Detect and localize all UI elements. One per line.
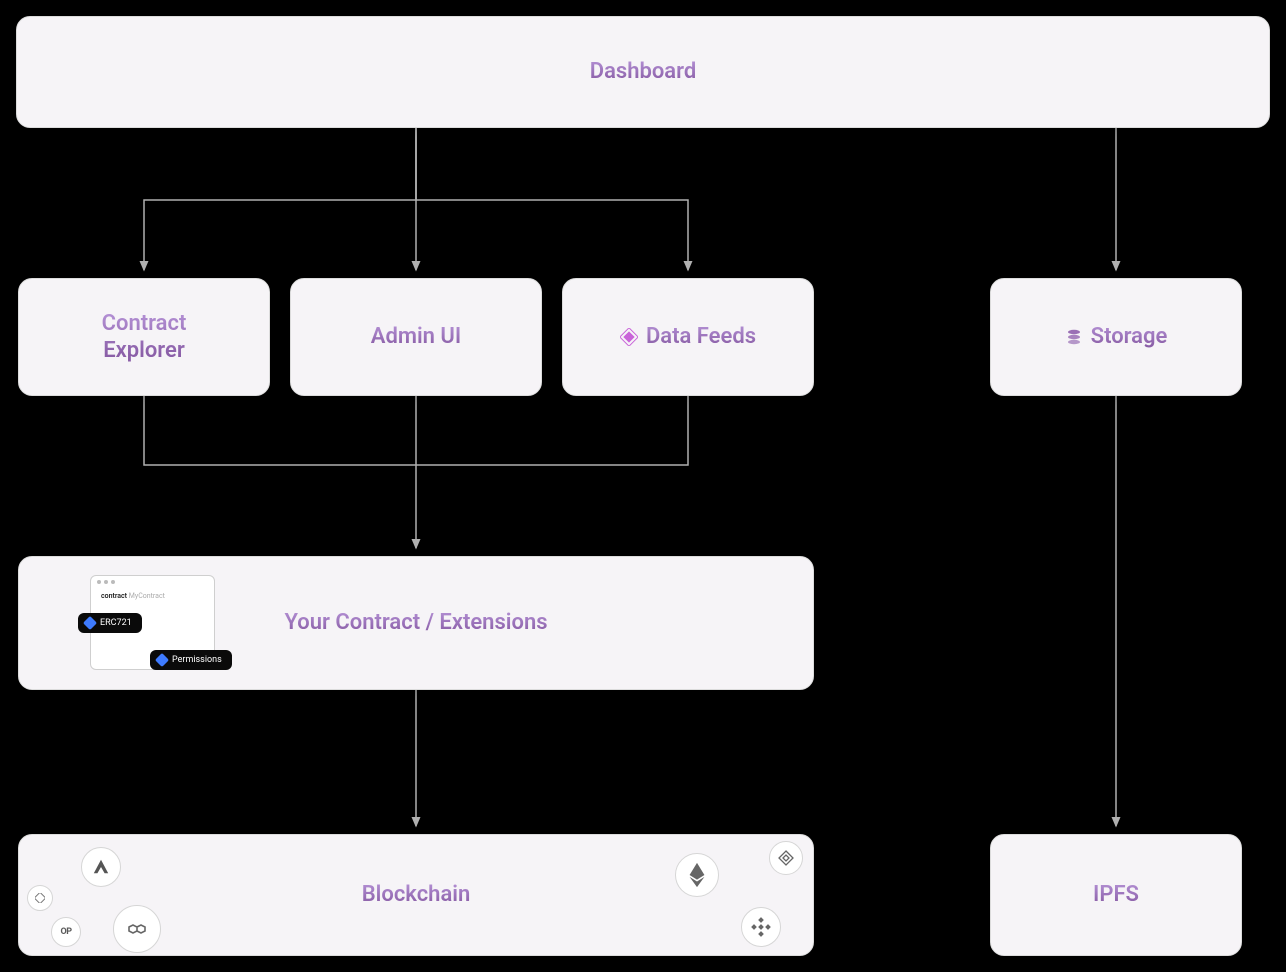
pill-permissions-label: Permissions [172, 655, 222, 665]
node-storage: Storage [990, 278, 1242, 396]
diamond-icon [620, 328, 638, 346]
node-contract-label: Your Contract / Extensions [284, 609, 547, 637]
node-data-feeds-label: Data Feeds [646, 323, 756, 351]
binance-icon [741, 907, 781, 947]
node-contract-explorer-label: Contract Explorer [64, 310, 224, 365]
pill-erc721-label: ERC721 [100, 618, 132, 628]
contract-caption-mute: MyContract [129, 592, 165, 600]
pill-erc721: ERC721 [78, 613, 142, 633]
node-blockchain: Blockchain OP [18, 834, 814, 956]
node-admin-ui-label: Admin UI [371, 323, 461, 351]
stack-icon [1065, 328, 1083, 346]
node-ipfs-label: IPFS [1093, 881, 1139, 909]
node-storage-label: Storage [1091, 323, 1168, 351]
node-ipfs: IPFS [990, 834, 1242, 956]
optimism-icon: OP [51, 917, 81, 947]
pill-permissions: Permissions [150, 650, 232, 670]
node-data-feeds: Data Feeds [562, 278, 814, 396]
polygon-icon [113, 905, 161, 953]
node-blockchain-label: Blockchain [362, 881, 471, 909]
node-dashboard: Dashboard [16, 16, 1270, 128]
chain-small-icon-2 [769, 841, 803, 875]
node-admin-ui: Admin UI [290, 278, 542, 396]
avalanche-icon [81, 847, 121, 887]
node-dashboard-label: Dashboard [590, 58, 696, 86]
node-contract-explorer: Contract Explorer [18, 278, 270, 396]
contract-caption-bold: contract [101, 592, 127, 600]
ethereum-icon [675, 853, 719, 897]
diagram-connectors [0, 0, 1286, 972]
chain-small-icon-1 [27, 885, 53, 911]
